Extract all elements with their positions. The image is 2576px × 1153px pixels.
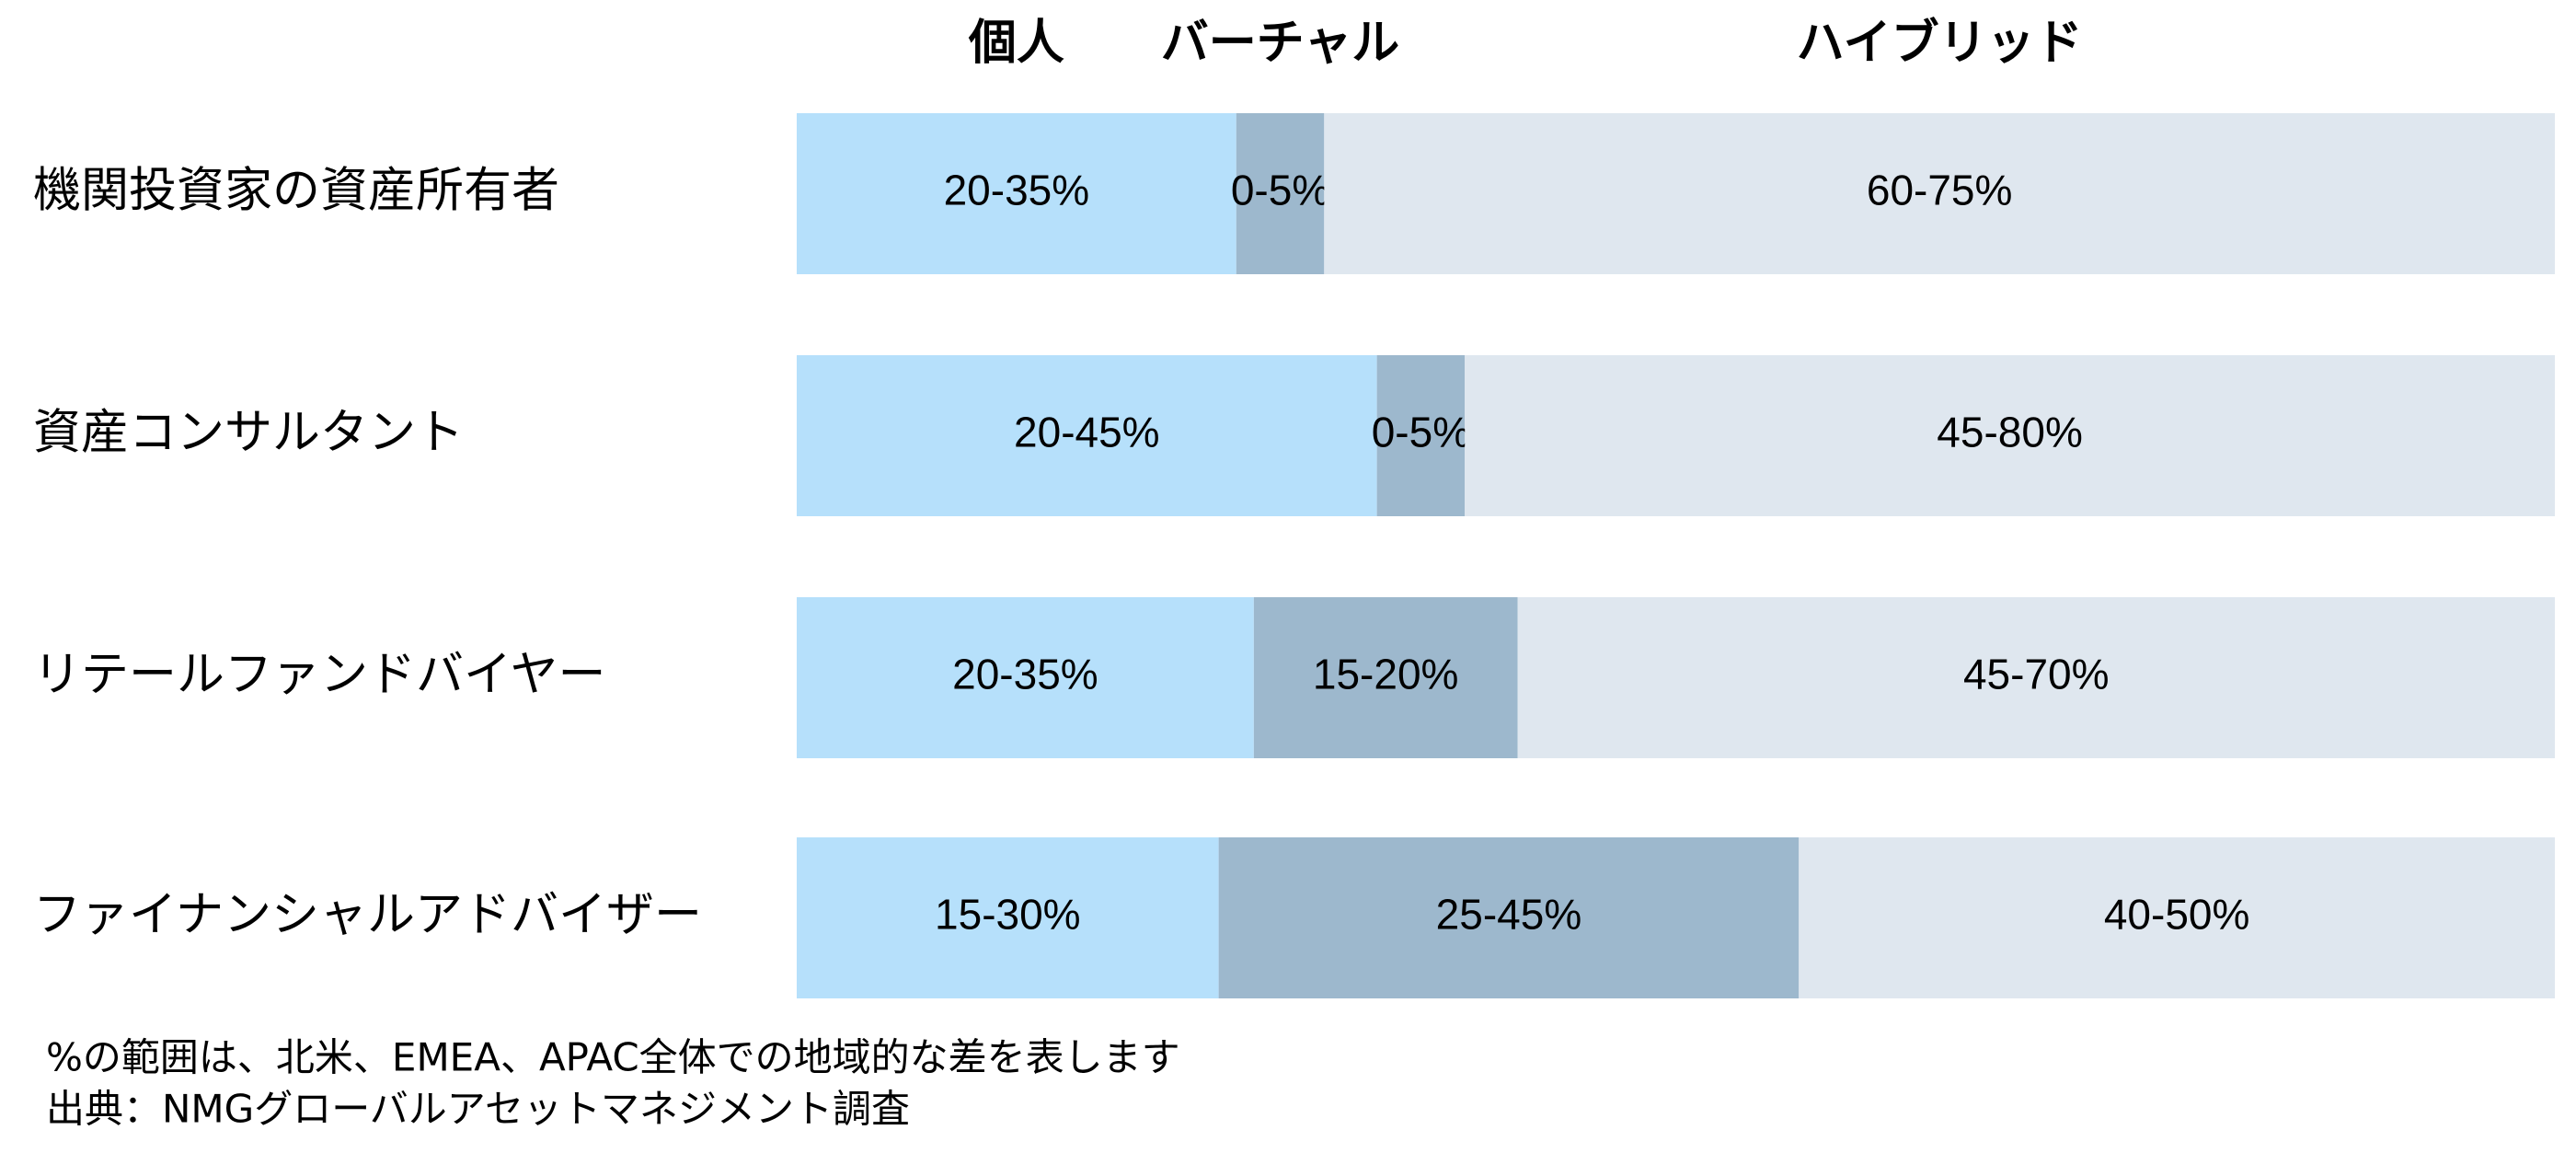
bar-segment: [797, 597, 1254, 758]
value-label: 25-45%: [1436, 891, 1582, 939]
bar-segment: [797, 355, 1377, 516]
category-label: 機関投資家の資産所有者: [33, 164, 559, 219]
value-label: 0-5%: [1372, 409, 1470, 456]
value-label: 0-5%: [1231, 167, 1329, 214]
category-label: ファイナンシャルアドバイザー: [33, 888, 702, 943]
bar-segment: [1236, 113, 1325, 274]
value-label: 15-20%: [1313, 651, 1459, 698]
bar-segment: [1324, 113, 2555, 274]
bar-segment: [1465, 355, 2555, 516]
value-label: 40-50%: [2104, 891, 2250, 939]
note: 出典：NMGグローバルアセットマネジメント調査: [46, 1087, 910, 1132]
legend-label: 個人: [968, 16, 1064, 71]
legend-label: バーチャル: [1161, 16, 1399, 71]
value-label: 20-45%: [1014, 409, 1160, 456]
category-label: リテールファンドバイヤー: [33, 648, 605, 703]
bar-segment: [1799, 837, 2555, 998]
bar-segment: [1376, 355, 1466, 516]
bar-segment: [797, 837, 1219, 998]
bar-segment: [797, 113, 1236, 274]
note: %の範囲は、北米、EMEA、APAC全体での地域的な差を表します: [46, 1035, 1180, 1080]
value-label: 60-75%: [1867, 167, 2013, 214]
category-label: 資産コンサルタント: [33, 406, 464, 461]
value-label: 45-70%: [1963, 651, 2110, 698]
value-label: 20-35%: [952, 651, 1098, 698]
value-label: 20-35%: [944, 167, 1090, 214]
legend-label: ハイブリッド: [1797, 16, 2083, 71]
bar-segment: [1253, 597, 1518, 758]
bar-segment: [1218, 837, 1800, 998]
bar-segment: [1517, 597, 2555, 758]
value-label: 15-30%: [935, 891, 1081, 939]
value-label: 45-80%: [1937, 409, 2083, 456]
